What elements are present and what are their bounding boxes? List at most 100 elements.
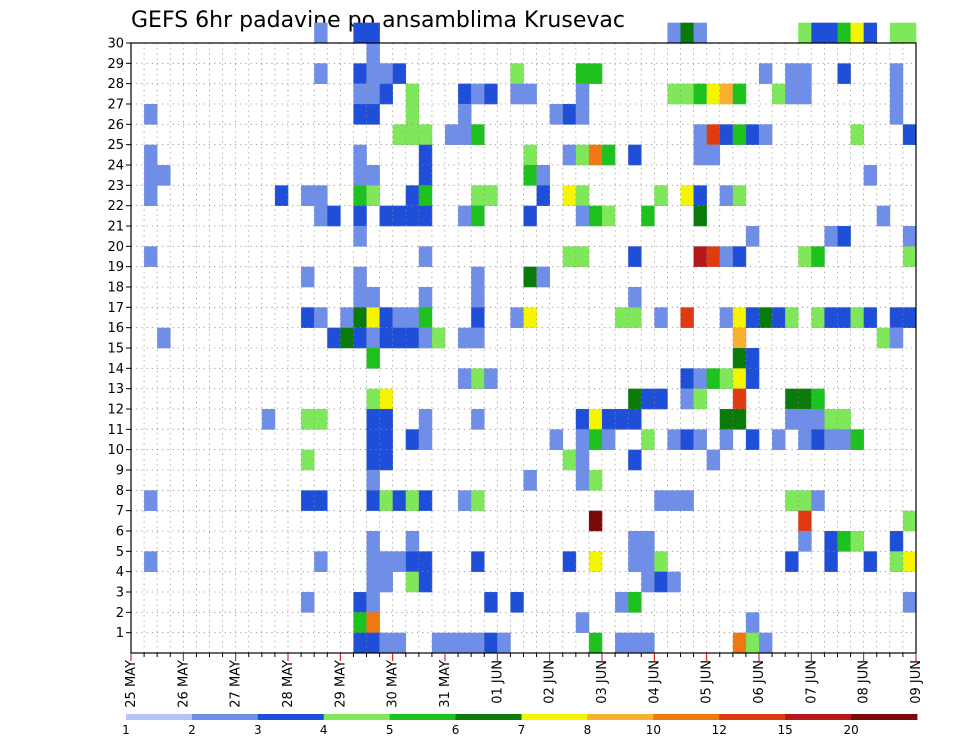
heatmap-cell xyxy=(366,592,380,613)
heatmap-cell xyxy=(680,429,694,450)
heatmap-cell xyxy=(301,185,315,206)
heatmap-cell xyxy=(418,307,433,328)
heatmap-cell xyxy=(523,205,537,227)
heatmap-cell xyxy=(785,388,799,410)
heatmap-cell xyxy=(458,205,472,227)
heatmap-cell xyxy=(301,449,315,471)
heatmap-cell xyxy=(523,144,537,166)
heatmap-cell xyxy=(680,22,694,44)
heatmap-cell xyxy=(811,490,825,511)
heatmap-cell xyxy=(680,307,694,328)
heatmap-cell xyxy=(379,551,393,572)
heatmap-cell xyxy=(693,124,707,145)
heatmap-cell xyxy=(588,632,603,654)
heatmap-cell xyxy=(353,266,367,288)
heatmap-cell xyxy=(353,226,367,247)
heatmap-cell xyxy=(510,63,524,84)
heatmap-cell xyxy=(510,592,524,613)
heatmap-cell xyxy=(471,368,485,389)
heatmap-cell xyxy=(693,185,707,206)
heatmap-cell xyxy=(602,144,616,166)
heatmap-cell xyxy=(471,490,485,511)
heatmap-cell xyxy=(523,165,537,186)
heatmap-cell xyxy=(549,104,564,125)
heatmap-cell xyxy=(811,246,825,267)
heatmap-cell xyxy=(314,22,328,44)
heatmap-cell xyxy=(575,246,590,267)
heatmap-cell xyxy=(732,246,747,267)
heatmap-cell xyxy=(379,632,393,654)
heatmap-cell xyxy=(602,409,616,430)
heatmap-cell xyxy=(811,429,825,450)
heatmap-cell xyxy=(772,83,786,105)
heatmap-cell xyxy=(562,185,577,206)
heatmap-cell xyxy=(405,205,420,227)
heatmap-cell xyxy=(274,185,289,206)
heatmap-cell xyxy=(366,104,380,125)
heatmap-cell xyxy=(798,388,812,410)
heatmap-cell xyxy=(693,368,707,389)
heatmap-cell xyxy=(353,144,367,166)
heatmap-cell xyxy=(798,83,812,105)
heatmap-cell xyxy=(837,531,851,552)
x-tick-label: 01 JUN xyxy=(490,660,505,704)
heatmap-cell xyxy=(392,205,407,227)
heatmap-cell xyxy=(902,246,917,267)
heatmap-cell xyxy=(405,490,420,511)
colorbar-label: 1 xyxy=(122,723,130,737)
heatmap-cell xyxy=(889,104,904,125)
y-tick-label: 19 xyxy=(107,260,124,275)
heatmap-cell xyxy=(314,307,328,328)
heatmap-cell xyxy=(575,144,590,166)
heatmap-cell xyxy=(654,185,668,206)
heatmap-cell xyxy=(654,388,668,410)
heatmap-cell xyxy=(837,63,851,84)
heatmap-cell xyxy=(628,307,642,328)
colorbar-label: 7 xyxy=(518,723,526,737)
heatmap-cell xyxy=(458,327,472,349)
x-tick-label: 27 MAY xyxy=(229,660,244,708)
heatmap-cell xyxy=(523,266,537,288)
heatmap-cell xyxy=(706,144,721,166)
heatmap-cell xyxy=(575,449,590,471)
heatmap-cell xyxy=(353,592,367,613)
heatmap-cell xyxy=(602,429,616,450)
heatmap-cell xyxy=(418,165,433,186)
heatmap-cell xyxy=(144,246,158,267)
heatmap-cell xyxy=(588,470,603,491)
heatmap-cell xyxy=(484,632,498,654)
heatmap-cell xyxy=(523,83,537,105)
heatmap-cell xyxy=(301,307,315,328)
heatmap-cell xyxy=(353,104,367,125)
heatmap-cell xyxy=(392,551,407,572)
heatmap-cell xyxy=(445,632,459,654)
heatmap-cell xyxy=(418,185,433,206)
heatmap-cell xyxy=(366,409,380,430)
x-tick-label: 08 JUN xyxy=(857,660,872,704)
colorbar-label: 15 xyxy=(778,723,793,737)
colorbar-label: 3 xyxy=(254,723,262,737)
y-tick-label: 23 xyxy=(107,179,124,194)
heatmap-cell xyxy=(458,368,472,389)
heatmap-cell xyxy=(353,307,367,328)
heatmap-cell xyxy=(889,307,904,328)
heatmap-cell xyxy=(902,124,917,145)
heatmap-cell xyxy=(759,63,773,84)
colorbar-label: 20 xyxy=(843,723,858,737)
heatmap-cell xyxy=(144,144,158,166)
heatmap-cell xyxy=(745,226,760,247)
heatmap-cell xyxy=(693,22,707,44)
heatmap-cell xyxy=(536,185,550,206)
heatmap-cell xyxy=(798,246,812,267)
heatmap-cell xyxy=(458,83,472,105)
colorbar-swatch xyxy=(719,714,786,720)
heatmap-cell xyxy=(379,429,393,450)
heatmap-cell xyxy=(340,327,354,349)
heatmap-cell xyxy=(824,307,838,328)
heatmap-cell xyxy=(824,531,838,552)
y-tick-label: 22 xyxy=(107,199,124,214)
heatmap-cell xyxy=(719,368,734,389)
heatmap-cell xyxy=(144,551,158,572)
colorbar-label: 4 xyxy=(320,723,328,737)
heatmap-cell xyxy=(719,124,734,145)
